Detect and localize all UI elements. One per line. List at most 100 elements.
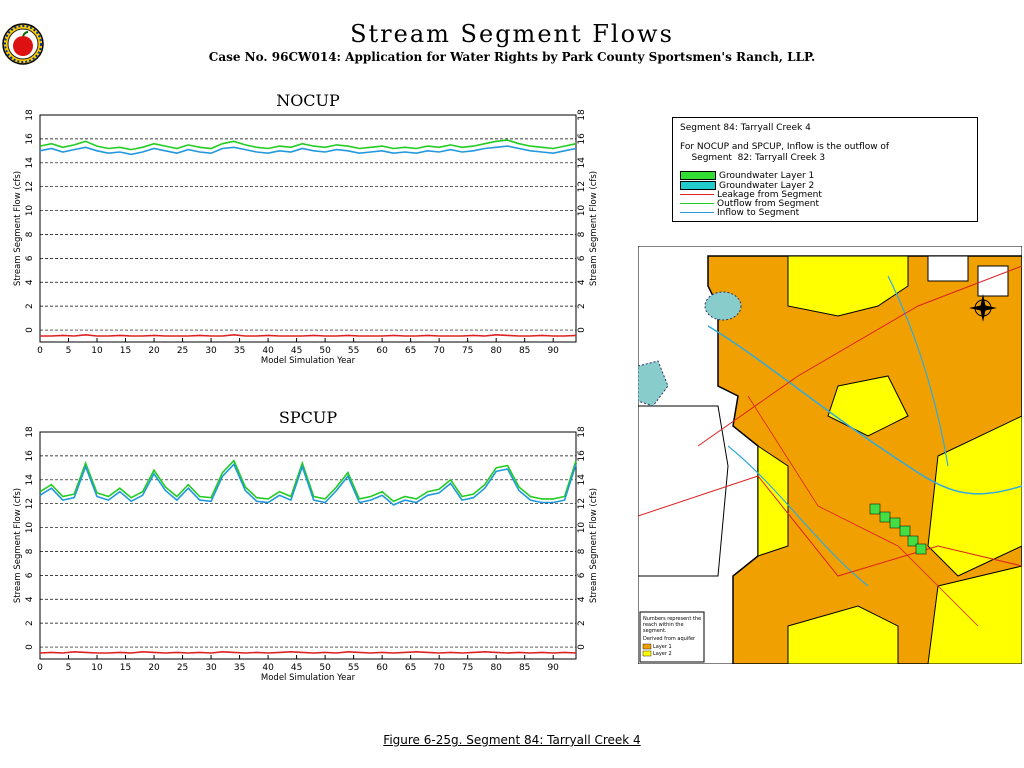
legend-note: For NOCUP and SPCUP, Inflow is the outfl… — [680, 142, 890, 163]
page-title: Stream Segment Flows — [350, 20, 674, 48]
map-white-block — [927, 255, 969, 282]
y-tick-label: 10 — [25, 205, 35, 217]
x-tick-label: 25 — [177, 663, 188, 673]
x-tick-label: 5 — [66, 663, 72, 673]
legend-item-groundwater-layer-2: Groundwater Layer 2 — [680, 180, 814, 191]
y-tick-label-right: 0 — [577, 327, 587, 333]
legend-line — [680, 203, 714, 204]
legend-label: Leakage from Segment — [717, 189, 822, 200]
y-tick-label-right: 18 — [577, 426, 587, 438]
y-tick-label-right: 16 — [577, 450, 587, 462]
x-tick-label: 15 — [120, 663, 131, 673]
y-tick-label: 2 — [25, 620, 35, 626]
x-tick-label: 30 — [205, 663, 217, 673]
map-lake — [704, 291, 742, 321]
y-tick-label: 6 — [25, 255, 35, 261]
y-tick-label: 8 — [25, 548, 35, 554]
y-tick-label: 10 — [25, 522, 35, 534]
y-tick-label-right: 2 — [577, 620, 587, 626]
x-tick-label: 50 — [319, 346, 331, 356]
chart-spcup: SPCUP 0 0 2 2 4 4 6 6 8 8 10 10 12 12 14 14 16 16 18 18 0 5 10 1… — [13, 408, 599, 683]
x-tick-label: 50 — [319, 663, 331, 673]
x-tick-label: 20 — [148, 663, 160, 673]
x-tick-label: 20 — [148, 346, 160, 356]
map-layer2-region — [927, 565, 1022, 664]
x-tick-label: 0 — [37, 663, 43, 673]
map-river — [727, 445, 869, 587]
y-tick-label: 4 — [25, 279, 35, 285]
y-tick-label: 0 — [25, 644, 35, 650]
map-legend-text: Derived from aquifer — [643, 636, 696, 642]
y-tick-label: 16 — [25, 450, 35, 462]
x-tick-label: 45 — [291, 663, 302, 673]
x-tick-label: 5 — [66, 346, 72, 356]
page-subtitle: Case No. 96CW014: Application for Water … — [208, 50, 816, 64]
x-tick-label: 35 — [234, 346, 245, 356]
legend-label: Groundwater Layer 2 — [719, 180, 815, 191]
map-road — [697, 265, 1022, 447]
x-tick-label: 60 — [376, 346, 388, 356]
figure-caption: Figure 6-25g. Segment 84: Tarryall Creek… — [0, 733, 1024, 747]
x-tick-label: 55 — [348, 663, 359, 673]
map-white-block — [638, 405, 729, 577]
x-tick-label: 25 — [177, 346, 188, 356]
legend-item-leakage: Leakage from Segment — [680, 189, 822, 200]
legend-swatch — [680, 181, 716, 190]
x-tick-label: 60 — [376, 663, 388, 673]
logo-seal — [2, 23, 44, 65]
y-tick-label-right: 14 — [577, 157, 587, 169]
x-tick-label: 30 — [205, 346, 217, 356]
x-tick-label: 70 — [433, 346, 445, 356]
map-legend-text: reach within the — [643, 622, 684, 628]
y-tick-label: 2 — [25, 303, 35, 309]
y-tick-label: 16 — [25, 133, 35, 145]
y-tick-label: 4 — [25, 596, 35, 602]
x-tick-label: 10 — [91, 346, 103, 356]
compass-rose-icon — [969, 294, 997, 322]
series-line-leakage-from-segment — [39, 650, 577, 654]
legend-box: Segment 84: Tarryall Creek 4 For NOCUP a… — [672, 117, 978, 222]
x-tick-label: 45 — [291, 346, 302, 356]
x-tick-label: 70 — [433, 663, 445, 673]
chart-title: NOCUP — [276, 91, 340, 110]
x-tick-label: 40 — [262, 346, 274, 356]
x-tick-label: 75 — [462, 663, 473, 673]
y-tick-label-right: 8 — [577, 231, 587, 237]
y-tick-label-right: 10 — [577, 205, 587, 217]
map-layer2-region — [757, 445, 789, 557]
map-road — [638, 475, 1022, 577]
chart-nocup: NOCUP 0 0 2 2 4 4 6 6 8 8 10 10 12 12 14 14 16 16 18 18 0 5 10 1… — [13, 91, 599, 366]
map-river — [707, 325, 1022, 495]
map-legend-text: segment. — [643, 628, 667, 634]
legend-line — [680, 194, 714, 195]
y-tick-label-right: 0 — [577, 644, 587, 650]
series-line-outflow-from-segment — [39, 139, 577, 151]
x-tick-label: 65 — [405, 663, 416, 673]
map-road — [747, 395, 979, 627]
x-tick-label: 80 — [490, 346, 502, 356]
legend-item-groundwater-layer-1: Groundwater Layer 1 — [680, 170, 814, 181]
x-tick-label: 80 — [490, 663, 502, 673]
y-tick-label-right: 16 — [577, 133, 587, 145]
x-tick-label: 0 — [37, 346, 43, 356]
series-line-inflow-to-segment — [39, 145, 577, 156]
y-axis-label-right: Stream Segment Flow (cfs) — [589, 488, 599, 603]
series-line-leakage-from-segment — [40, 333, 577, 337]
y-axis-label: Stream Segment Flow (cfs) — [13, 171, 23, 286]
series-line-inflow-to-segment — [39, 462, 577, 506]
legend-label: Groundwater Layer 1 — [719, 170, 815, 181]
y-tick-label: 0 — [25, 327, 35, 333]
study-area-map: Numbers represent the reach within the s… — [638, 246, 1022, 664]
legend-swatch — [680, 171, 716, 180]
y-tick-label: 6 — [25, 572, 35, 578]
y-tick-label: 14 — [25, 474, 35, 486]
plot-frame — [39, 431, 577, 660]
y-tick-label-right: 6 — [577, 255, 587, 261]
y-tick-label: 18 — [25, 109, 35, 121]
x-tick-label: 90 — [547, 663, 559, 673]
y-tick-label-right: 4 — [577, 279, 587, 285]
figure-caption-text: Figure 6-25g. Segment 84: Tarryall Creek… — [383, 733, 641, 747]
y-tick-label-right: 12 — [577, 498, 587, 509]
legend-label: Inflow to Segment — [717, 207, 800, 218]
series-line-outflow-from-segment — [39, 459, 577, 503]
